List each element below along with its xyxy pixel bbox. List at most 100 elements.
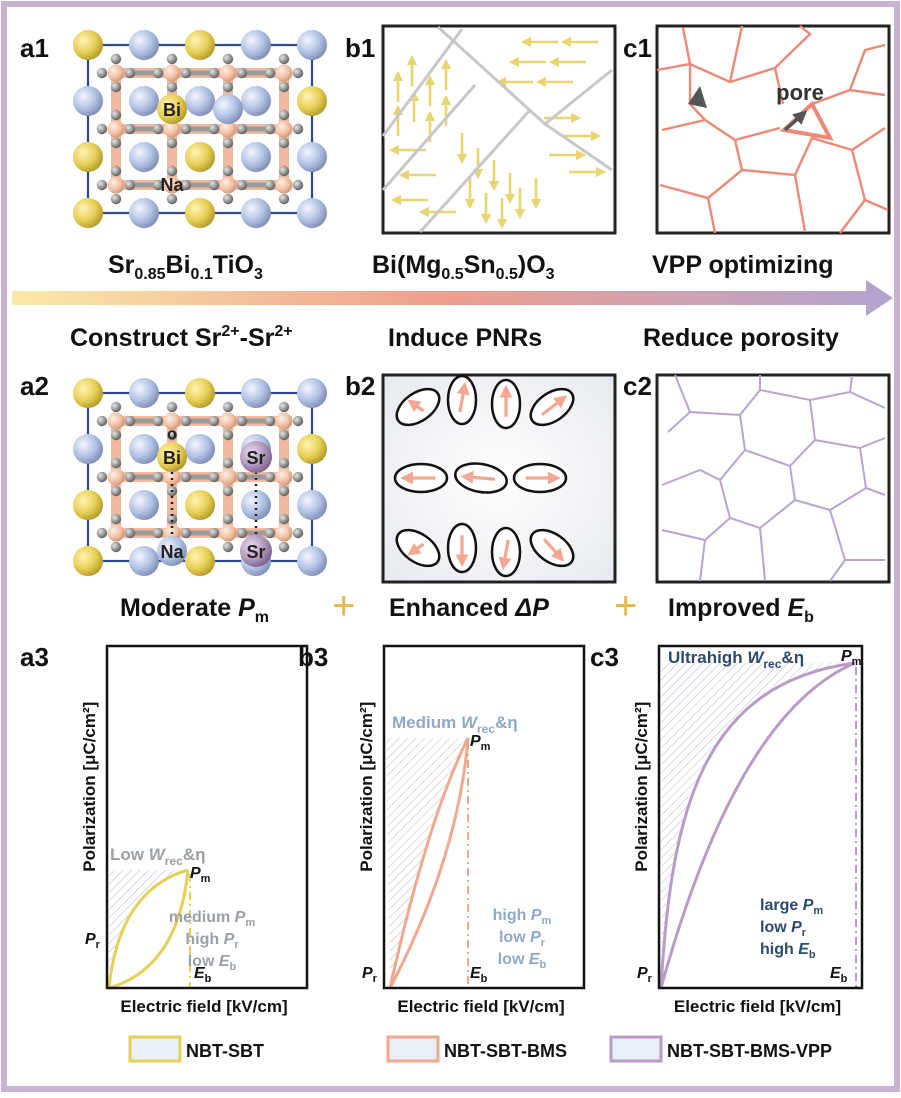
grain-boundary [839,199,866,234]
legend-swatch [128,1035,182,1063]
a-site-atom [73,434,103,464]
a-site-atom [241,30,271,60]
a-site-atom [129,546,159,576]
pm-label: Pm [190,865,211,885]
ti-atom [107,524,125,542]
bi-atom [157,94,187,124]
ti-atom [163,412,181,430]
grain-boundary [728,25,744,83]
o-atom [110,81,122,93]
a-site-atom [241,142,271,172]
legend-label: NBT-SBT [186,1041,264,1061]
o-atom [292,415,304,427]
pr-label: Pr [637,965,653,985]
o-atom [264,471,276,483]
o-atom [110,137,122,149]
o-atom [236,471,248,483]
o-atom [208,527,220,539]
o-atom [152,415,164,427]
legend: NBT-SBT NBT-SBT-BMS NBT-SBT-BMS-VPP [128,1035,832,1063]
ti-atom [219,468,237,486]
x-axis-label: Electric field [kV/cm] [674,997,841,1016]
panel-label-a2: a2 [20,371,49,401]
o-atom [222,137,234,149]
grain-boundary [744,399,817,468]
grain-boundary [759,375,853,402]
o-atom [278,429,290,441]
a-site-atom [73,378,103,408]
a-site-atom [73,142,103,172]
formula-vpp: VPP optimizing [652,251,834,279]
property-label: low Eb [188,953,237,973]
eb-label: Eb [470,965,488,985]
polar-nano-region [529,528,575,568]
o-atom [222,53,234,65]
o-atom [222,429,234,441]
pore-arrow [783,110,808,132]
recoverable-energy-area [386,738,468,988]
o-atom [180,179,192,191]
plus-sign-2: + [614,584,637,628]
o-atom [180,123,192,135]
ti-atom [219,64,237,82]
loop-lower-curve [108,869,190,990]
grain-boundary [848,43,886,91]
panel-label-c3: c3 [590,642,619,672]
a-site-atom [297,546,327,576]
legend-item: NBT-SBT-BMS-VPP [609,1035,832,1063]
o-atom [96,123,108,135]
o-atom [166,53,178,65]
ti-atom [107,176,125,194]
a-site-atom [241,490,271,520]
o-atom [124,527,136,539]
polar-nano-region [446,374,478,426]
a-site-atom [185,30,215,60]
panel-label-b2: b2 [345,371,375,401]
o-atom [278,165,290,177]
o-atom [180,67,192,79]
o-atom [110,401,122,413]
ti-atom [163,120,181,138]
grain-box-porous [655,24,891,235]
pore-shape [688,86,707,108]
o-atom [124,179,136,191]
o-atom [278,193,290,205]
o-atom [96,527,108,539]
energy-label: Ultrahigh Wrec&η [668,648,804,671]
ti-atom [275,412,293,430]
ti-atom [219,524,237,542]
crystal-structure-sbt: Bi Na [73,30,327,228]
property-label: large Pm [760,897,823,917]
formula-bms: Bi(Mg0.5Sn0.5)O3 [372,251,555,283]
property-label: medium Pm [169,909,255,929]
o-atom [222,541,234,553]
o-atom [222,513,234,525]
grain-boundary [849,391,886,409]
a-site-atom [297,490,327,520]
x-axis-label: Electric field [kV/cm] [120,997,287,1016]
ti-atom [163,176,181,194]
a-site-atom [129,86,159,116]
crystal-structure-sr-pair: Bi Sr Na Sr o [73,378,327,576]
y-axis-label: Polarization [μC/cm²] [357,702,376,872]
polar-nano-region [395,528,441,568]
a-site-atom [297,434,327,464]
o-atom [124,471,136,483]
sr-label: Sr [246,448,265,468]
o-atom [236,123,248,135]
recoverable-energy-area [661,663,855,988]
o-atom [292,527,304,539]
property-label: high Eb [760,941,816,961]
o-atom [292,67,304,79]
polar-nano-region [393,462,449,494]
plot-frame [382,644,586,990]
pr-label: Pr [362,965,378,985]
a-site-atom [297,378,327,408]
pr-label: Pr [85,931,101,951]
ti-atom [275,176,293,194]
grain-boundary [699,539,706,582]
o-atom [236,179,248,191]
ti-atom [107,64,125,82]
